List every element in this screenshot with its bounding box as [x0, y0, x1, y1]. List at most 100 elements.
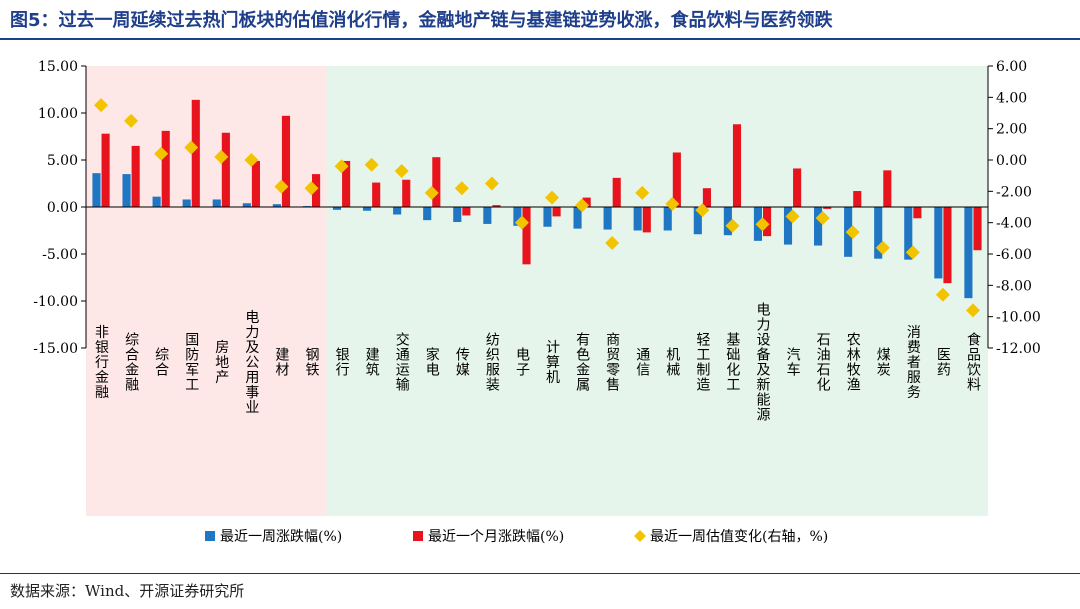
weekly-bar [723, 207, 732, 236]
valuation-point [304, 181, 319, 196]
monthly-bar [462, 207, 471, 216]
right-tick-label: 4.00 [996, 90, 1027, 106]
monthly-bar [702, 188, 711, 207]
valuation-point [815, 210, 830, 225]
category-label: 轻工制造 [694, 332, 710, 392]
category-label: 纺织服装 [484, 332, 500, 392]
legend-label-weekly: 最近一周涨跌幅(%) [220, 529, 342, 545]
monthly-bar [191, 99, 200, 207]
category-label: 消费者服务 [905, 325, 921, 400]
category-label: 计算机 [544, 340, 560, 385]
legend-swatch-monthly [413, 531, 423, 541]
source-note: 数据来源：Wind、开源证券研究所 [10, 582, 245, 600]
valuation-point [635, 185, 650, 200]
monthly-bar [883, 170, 892, 207]
weekly-bar [663, 207, 672, 231]
category-label: 建筑 [364, 347, 380, 377]
left-tick-label: 5.00 [47, 153, 78, 169]
valuation-point [875, 240, 890, 255]
category-label: 石油石化 [815, 332, 831, 392]
weekly-bar [152, 196, 161, 207]
left-tick-label: -5.00 [42, 247, 78, 263]
hot-sector-background [86, 66, 327, 516]
monthly-bar [763, 207, 772, 237]
monthly-bar [251, 160, 260, 207]
valuation-point [785, 209, 800, 224]
weekly-bar [513, 207, 522, 226]
valuation-point [575, 198, 590, 213]
valuation-point [274, 179, 289, 194]
monthly-bar [642, 207, 651, 233]
category-label: 有色金属 [574, 332, 590, 392]
valuation-point [545, 190, 560, 205]
right-tick-label: -10.00 [996, 310, 1041, 326]
left-tick-label: 15.00 [38, 59, 78, 75]
weekly-bar [483, 207, 492, 224]
valuation-point [244, 153, 259, 167]
right-axis: 6.00 4.00 2.00 0.00 -2.00 -4.00 -6.00 -8.00 -10.… [987, 59, 1041, 357]
left-axis: 15.00 10.00 5.00 0.00 -5.00 -10.00 -15.00 [33, 59, 87, 357]
weekly-bar [783, 207, 793, 245]
right-tick-label: 0.00 [996, 153, 1027, 169]
legend-label-monthly: 最近一个月涨跌幅(%) [428, 529, 564, 545]
monthly-bar [101, 133, 110, 207]
right-tick-label: 2.00 [996, 122, 1027, 138]
weekly-bar [964, 207, 973, 299]
weekly-bar [272, 204, 281, 207]
category-label: 基础化工 [724, 331, 740, 392]
weekly-bar [904, 207, 913, 260]
valuation-points [94, 98, 980, 318]
monthly-bar [943, 207, 952, 284]
monthly-bar [552, 207, 561, 217]
category-labels: 非银行金融 综合金融 综合 国防军工 房地产 电力及公用事业 建材 钢铁 银行 建筑 交通运输 家电传… [93, 302, 981, 422]
valuation-point [514, 215, 529, 230]
left-tick-label: 10.00 [38, 106, 78, 122]
valuation-point [965, 303, 980, 318]
monthly-bar [402, 179, 411, 207]
monthly-bar [281, 115, 291, 207]
category-label: 机械 [664, 347, 680, 377]
category-label: 电力设备及新能源 [755, 302, 771, 422]
weekly-bar [633, 207, 642, 231]
legend: 最近一周涨跌幅(%) 最近一个月涨跌幅(%) 最近一周估值变化(右轴，%) [205, 529, 828, 545]
category-label: 农林牧渔 [845, 332, 861, 392]
weekly-bar [363, 207, 372, 211]
weekly-bar [543, 207, 552, 227]
weekly-bar [332, 207, 342, 210]
legend-swatch-weekly [205, 531, 215, 541]
category-label: 建材 [273, 347, 289, 377]
weekly-bar [603, 207, 612, 230]
left-tick-label: -10.00 [33, 294, 78, 310]
monthly-bar [372, 182, 381, 207]
valuation-point [334, 159, 349, 174]
valuation-point [394, 163, 409, 178]
monthly-bar [161, 130, 170, 207]
right-tick-label: -8.00 [996, 278, 1032, 294]
chart-title: 图5：过去一周延续过去热门板块的估值消化行情，金融地产链与基建链逆势收涨，食品饮… [10, 10, 833, 31]
right-tick-label: -4.00 [996, 216, 1032, 232]
category-label: 国防军工 [183, 332, 199, 392]
category-label: 银行 [334, 347, 350, 377]
valuation-point [935, 287, 950, 302]
monthly-bar [342, 160, 351, 207]
other-sector-background [326, 66, 988, 516]
monthly-bar [793, 168, 802, 207]
weekly-bar [122, 174, 131, 207]
monthly-bar [131, 145, 140, 207]
valuation-point [905, 245, 920, 260]
right-tick-label: -2.00 [996, 184, 1032, 200]
title-rule [0, 38, 1080, 40]
weekly-bar [92, 173, 101, 207]
category-label: 电子 [514, 347, 530, 377]
weekly-bar [393, 207, 402, 215]
valuation-point [214, 149, 229, 164]
weekly-bar [573, 207, 582, 229]
weekly-bar [693, 207, 702, 235]
category-label: 汽车 [785, 347, 801, 377]
category-label: 家电 [424, 346, 440, 377]
weekly-bar [182, 199, 191, 207]
weekly-bar [242, 203, 251, 207]
monthly-bar [823, 207, 832, 209]
right-tick-label: 6.00 [996, 59, 1027, 75]
category-label: 医药 [935, 347, 951, 377]
